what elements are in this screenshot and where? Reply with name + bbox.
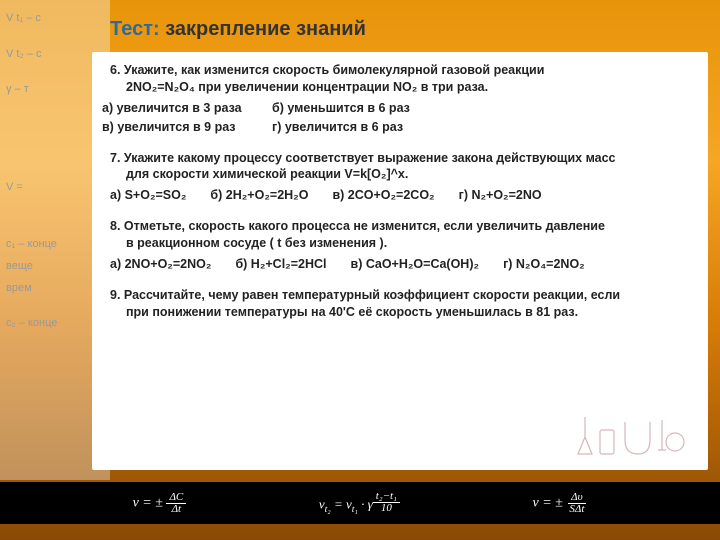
faded-line: веще xyxy=(6,258,104,276)
f3-den: SΔt xyxy=(566,504,587,515)
f3-frac: Δυ SΔt xyxy=(566,492,587,515)
question-9: 9. Рассчитайте, чему равен температурный… xyxy=(110,287,692,321)
q7-line1: 7. Укажите какому процессу соответствует… xyxy=(110,151,616,165)
q7-opt-a: а) S+O₂=SO₂ xyxy=(110,187,186,204)
q6-opt-c: в) увеличится в 9 раз xyxy=(102,119,272,136)
chemistry-glassware-icon xyxy=(570,402,690,462)
q9-line1: 9. Рассчитайте, чему равен температурный… xyxy=(110,288,620,302)
title-part2: закрепление знаний xyxy=(165,18,366,40)
faded-line: V t₁ – с xyxy=(6,10,104,28)
question-7: 7. Укажите какому процессу соответствует… xyxy=(110,150,692,184)
title-part1: Тест: xyxy=(110,18,165,40)
q7-opt-b: б) 2H₂+O₂=2H₂O xyxy=(210,187,308,204)
q6-options: а) увеличится в 3 раза б) уменьшится в 6… xyxy=(102,100,692,136)
faded-line: врем xyxy=(6,280,104,298)
q7-opt-c: в) 2CO+O₂=2CO₂ xyxy=(332,187,434,204)
q9-line2: при понижении температуры на 40'C её ско… xyxy=(110,305,578,319)
q8-opt-c: в) CaO+H₂O=Ca(OH)₂ xyxy=(351,256,480,273)
faded-line: c₁ – конце xyxy=(6,236,104,254)
faded-line: V = xyxy=(6,179,104,197)
formula-3: ν = ± Δυ SΔt xyxy=(533,492,588,515)
page-title: Тест: закрепление знаний xyxy=(110,18,366,41)
f2-exp-frac: t₂−t₁10 xyxy=(373,491,400,514)
q6-opt-a: а) увеличится в 3 раза xyxy=(102,100,272,117)
q6-line1: 6. Укажите, как изменится скорость бимол… xyxy=(110,63,544,77)
formula-2: νt₂ = νt₁ · γt₂−t₁10 xyxy=(319,491,400,515)
q8-line1: 8. Отметьте, скорость какого процесса не… xyxy=(110,219,605,233)
q7-options: а) S+O₂=SO₂ б) 2H₂+O₂=2H₂O в) 2CO+O₂=2CO… xyxy=(110,187,692,204)
faded-line: c₂ – конце xyxy=(6,315,104,333)
q8-line2: в реакционном сосуде ( t без изменения )… xyxy=(110,236,387,250)
q8-opt-a: а) 2NO+O₂=2NO₂ xyxy=(110,256,211,273)
q8-options: а) 2NO+O₂=2NO₂ б) H₂+Cl₂=2HCl в) CaO+H₂O… xyxy=(110,256,692,273)
faded-line: V t₂ – с xyxy=(6,46,104,64)
f1-num: ΔC xyxy=(166,492,186,504)
q8-opt-d: г) N₂O₄=2NO₂ xyxy=(503,256,585,273)
f2-op: · γ xyxy=(358,496,373,511)
question-8: 8. Отметьте, скорость какого процесса не… xyxy=(110,218,692,252)
q6-opt-b: б) уменьшится в 6 раз xyxy=(272,100,442,117)
f3-num: Δυ xyxy=(568,492,586,504)
q6-opt-d: г) увеличится в 6 раз xyxy=(272,119,442,136)
q8-opt-b: б) H₂+Cl₂=2HCl xyxy=(235,256,326,273)
q7-opt-d: г) N₂+O₂=2NO xyxy=(459,187,542,204)
f1-frac: ΔC Δt xyxy=(166,492,186,515)
f1-lhs: ν = ± xyxy=(133,495,163,510)
f3-lhs: ν = ± xyxy=(533,495,563,510)
question-6: 6. Укажите, как изменится скорость бимол… xyxy=(110,62,692,96)
f2-mid: = ν xyxy=(331,496,352,511)
q6-line2: 2NO₂=N₂O₄ при увеличении концентрации NO… xyxy=(110,80,488,94)
formula-strip: ν = ± ΔC Δt νt₂ = νt₁ · γt₂−t₁10 ν = ± Δ… xyxy=(0,482,720,524)
quiz-content: 6. Укажите, как изменится скорость бимол… xyxy=(92,52,708,470)
q7-line2: для скорости химической реакции V=k[O₂]^… xyxy=(110,167,408,181)
f2-exp-den: 10 xyxy=(378,503,395,514)
f1-den: Δt xyxy=(169,504,185,515)
faded-line: γ – т xyxy=(6,81,104,99)
formula-1: ν = ± ΔC Δt xyxy=(133,492,187,515)
